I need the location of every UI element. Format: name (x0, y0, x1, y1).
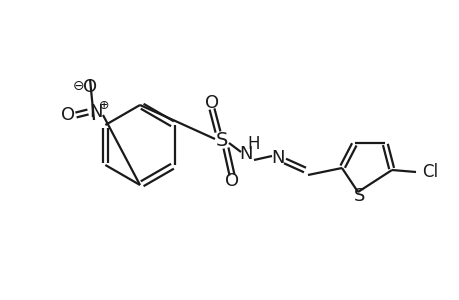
Text: S: S (353, 187, 365, 205)
Text: N: N (89, 103, 102, 121)
Text: ⊕: ⊕ (99, 98, 109, 112)
Text: O: O (83, 78, 97, 96)
Text: N: N (271, 149, 284, 167)
Text: O: O (224, 172, 239, 190)
Text: O: O (61, 106, 75, 124)
Text: N: N (239, 145, 252, 163)
Text: ⊖: ⊖ (73, 79, 84, 93)
Text: O: O (205, 94, 218, 112)
Text: Cl: Cl (421, 163, 437, 181)
Text: S: S (215, 130, 228, 149)
Text: H: H (247, 135, 260, 153)
